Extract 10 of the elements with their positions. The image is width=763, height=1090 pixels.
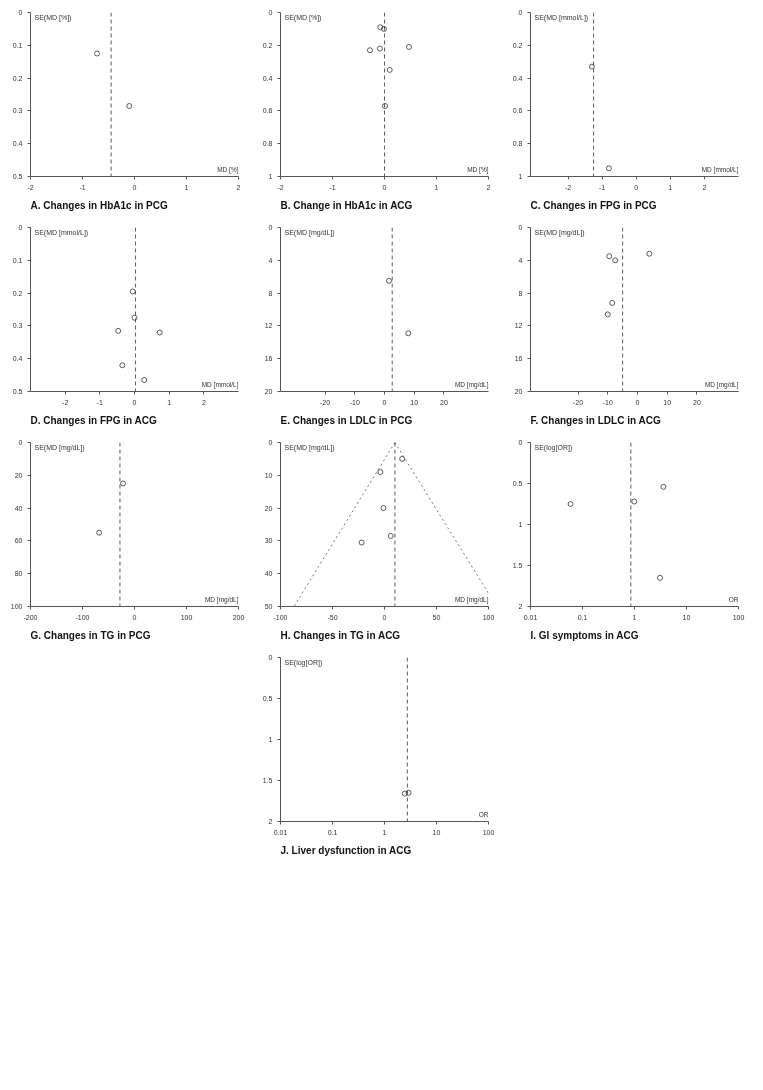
text: A. Changes in HbA1c in PCG	[30, 199, 168, 211]
text: B. Change in HbA1c in ACG	[280, 199, 413, 211]
text: E. Changes in LDLC in PCG	[280, 414, 413, 426]
text: J. Liver dysfunction in ACG	[280, 844, 412, 856]
text: H. Changes in TG in ACG	[280, 629, 401, 641]
text: I. GI symptoms in ACG	[530, 629, 639, 641]
text: G. Changes in TG in PCG	[30, 629, 151, 641]
text: F. Changes in LDLC in ACG	[530, 414, 661, 426]
text: D. Changes in FPG in ACG	[30, 414, 158, 426]
text: C. Changes in FPG in PCG	[530, 199, 657, 211]
